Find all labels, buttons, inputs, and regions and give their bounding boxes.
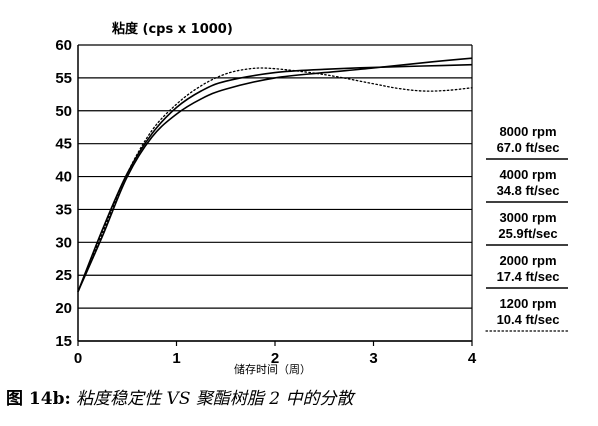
axes (77, 45, 473, 346)
legend-entry-5-speed: 1200 rpm (499, 296, 556, 311)
x-tick-label-1: 1 (172, 350, 180, 367)
y-tick-label-45: 45 (55, 136, 72, 153)
series-lines (77, 57, 473, 293)
legend-entry-1-velocity: 67.0 ft/sec (497, 140, 560, 155)
x-tick-labels: 0 1 2 3 4 (74, 350, 477, 367)
legend-entry-3-speed: 3000 rpm (499, 210, 556, 225)
y-tick-label-40: 40 (55, 169, 72, 186)
legend-entry-3-velocity: 25.9ft/sec (498, 226, 557, 241)
y-tick-label-25: 25 (55, 267, 72, 284)
figure-description: 粘度稳定性 VS 聚酯树脂 2 中的分散 (76, 389, 354, 409)
y-tick-labels: 15 20 25 30 35 40 45 50 55 60 (55, 37, 72, 350)
figure-caption: 图 14b: 粘度稳定性 VS 聚酯树脂 2 中的分散 (6, 384, 354, 409)
y-tick-label-20: 20 (55, 300, 72, 317)
x-tick-label-0: 0 (74, 350, 82, 367)
legend-entry-2-speed: 4000 rpm (499, 167, 556, 182)
x-tick-label-2: 2 (271, 350, 279, 367)
y-tick-label-60: 60 (55, 37, 72, 54)
legend-entry-5-velocity: 10.4 ft/sec (497, 312, 560, 327)
y-tick-label-15: 15 (55, 333, 72, 350)
figure-label: 图 14b: (6, 389, 71, 409)
series-line-3 (77, 67, 473, 293)
grid-lines (78, 44, 472, 342)
series-line-1 (77, 57, 473, 293)
y-tick-label-55: 55 (55, 70, 72, 87)
legend-entry-1-speed: 8000 rpm (499, 124, 556, 139)
legend-entry-2-velocity: 34.8 ft/sec (497, 183, 560, 198)
legend-entry-4-speed: 2000 rpm (499, 253, 556, 268)
x-tick-label-3: 3 (369, 350, 377, 367)
y-tick-label-50: 50 (55, 103, 72, 120)
y-axis-label: 粘度 (cps x 1000) (111, 21, 233, 37)
legend-entry-4-velocity: 17.4 ft/sec (497, 269, 560, 284)
series-line-2 (77, 63, 473, 292)
x-axis-label: 储存时间（周） (234, 362, 311, 376)
y-tick-label-35: 35 (55, 201, 72, 218)
x-tick-label-4: 4 (468, 350, 477, 367)
y-tick-label-30: 30 (55, 234, 72, 251)
